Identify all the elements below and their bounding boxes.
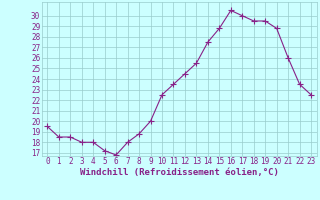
- X-axis label: Windchill (Refroidissement éolien,°C): Windchill (Refroidissement éolien,°C): [80, 168, 279, 177]
